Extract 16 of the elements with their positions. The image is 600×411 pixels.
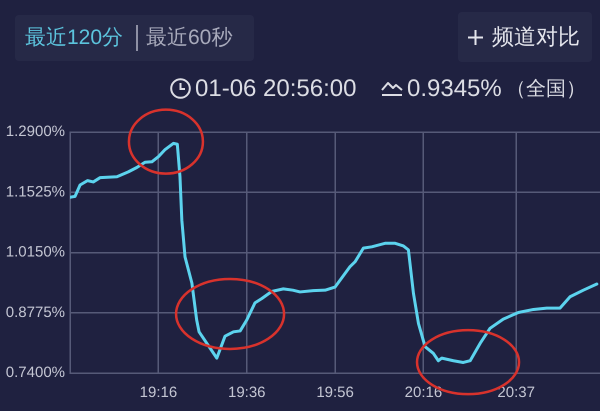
text: 0.9345% (407, 75, 502, 102)
x-tick-label: 19:56 (316, 384, 354, 402)
text: 最近120分 (25, 25, 124, 51)
y-tick-label: 1.1525% (6, 183, 65, 200)
x-tick-label: 20:37 (497, 384, 535, 402)
y-tick-label: 1.2900% (6, 123, 65, 140)
x-tick-label: 20:16 (404, 384, 442, 402)
x-tick-label: 19:36 (228, 384, 266, 402)
x-tick-label: 19:16 (140, 384, 178, 402)
y-tick-label: 0.8775% (6, 304, 65, 321)
text: 最近60秒 (146, 25, 232, 51)
y-tick-label: 1.0150% (6, 244, 65, 261)
text: 01-06 20:56:00 (195, 75, 356, 102)
y-tick-label: 0.7400% (6, 364, 65, 382)
text: （全国） (506, 77, 586, 102)
text: 频道对比 (492, 23, 580, 51)
